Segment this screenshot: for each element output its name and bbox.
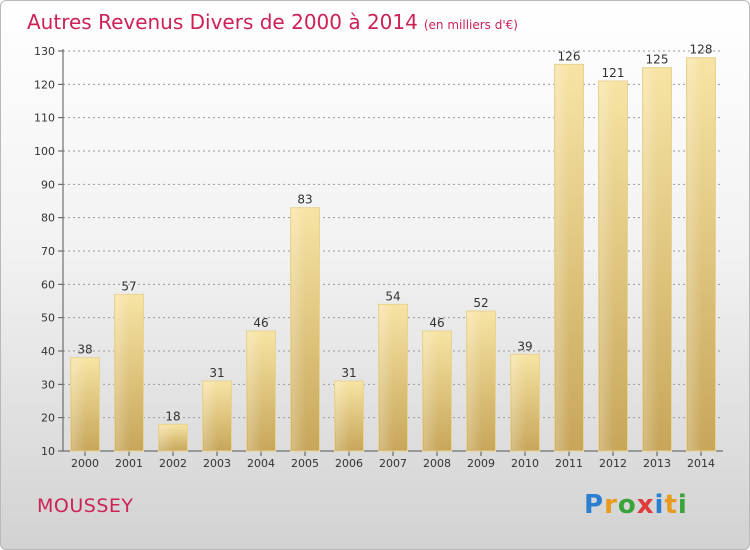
axes: 10 20 30 40 50 60 70 80 90 100 110 120 130 2000 2001 20… [34,45,723,470]
commune-name: MOUSSEY [37,495,134,517]
bar-highlight [71,358,86,450]
proxiti-logo: Proxiti [584,490,688,520]
bar-highlight [467,312,482,450]
bar-highlight [511,355,526,450]
bar-value-label: 121 [602,66,625,80]
bar-value-label: 31 [341,366,356,380]
y-tick-label: 10 [41,445,55,458]
bar-value-label: 18 [165,409,180,423]
bars: 38 57 18 31 46 83 31 54 46 52 39 126 121 125 128 [70,43,716,452]
bar-highlight [423,332,438,450]
bar-highlight [643,68,658,451]
y-tick-label: 110 [34,112,55,125]
y-tick-label: 120 [34,78,55,91]
x-tick-label: 2008 [423,457,451,470]
x-tick-label: 2010 [511,457,539,470]
x-tick-label: 2003 [203,457,231,470]
x-tick-label: 2012 [599,457,627,470]
bar-value-label: 38 [77,343,92,357]
y-tick-label: 100 [34,145,55,158]
bar-highlight [555,65,570,450]
x-tick-label: 2006 [335,457,363,470]
x-tick-label: 2002 [159,457,187,470]
x-tick-label: 2014 [687,457,715,470]
bar-value-label: 126 [558,49,581,63]
bar-highlight [159,425,174,450]
bar-highlight [379,305,394,450]
y-tick-label: 90 [41,178,55,191]
bar-value-label: 46 [429,316,444,330]
bar-highlight [687,58,702,451]
bar-value-label: 57 [121,279,136,293]
x-tick-label: 2011 [555,457,583,470]
bar-highlight [115,295,130,450]
x-tick-label: 2000 [71,457,99,470]
bar-highlight [247,332,262,450]
bar-highlight [599,82,614,450]
x-tick-label: 2004 [247,457,275,470]
x-tick-label: 2007 [379,457,407,470]
bar-value-label: 128 [690,43,713,57]
chart-title: Autres Revenus Divers de 2000 à 2014 (en … [27,10,518,34]
x-tick-label: 2013 [643,457,671,470]
bar-highlight [291,208,306,450]
x-tick-label: 2009 [467,457,495,470]
x-tick-label: 2001 [115,457,143,470]
y-tick-label: 60 [41,278,55,291]
chart-unit: (en milliers d'€) [423,18,518,32]
bar-highlight [335,382,350,450]
bar-value-label: 31 [209,366,224,380]
y-tick-label: 80 [41,212,55,225]
y-tick-label: 20 [41,412,55,425]
chart-title-text: Autres Revenus Divers de 2000 à 2014 [27,10,418,34]
bar-value-label: 52 [473,296,488,310]
bar-highlight [203,382,218,450]
x-tick-label: 2005 [291,457,319,470]
bar-value-label: 39 [517,339,532,353]
y-tick-label: 70 [41,245,55,258]
y-tick-label: 130 [34,45,55,58]
y-tick-label: 30 [41,378,55,391]
bar-value-label: 83 [297,193,312,207]
y-tick-label: 50 [41,312,55,325]
bar-value-label: 54 [385,289,400,303]
bar-value-label: 125 [646,53,669,67]
bar-value-label: 46 [253,316,268,330]
y-tick-label: 40 [41,345,55,358]
